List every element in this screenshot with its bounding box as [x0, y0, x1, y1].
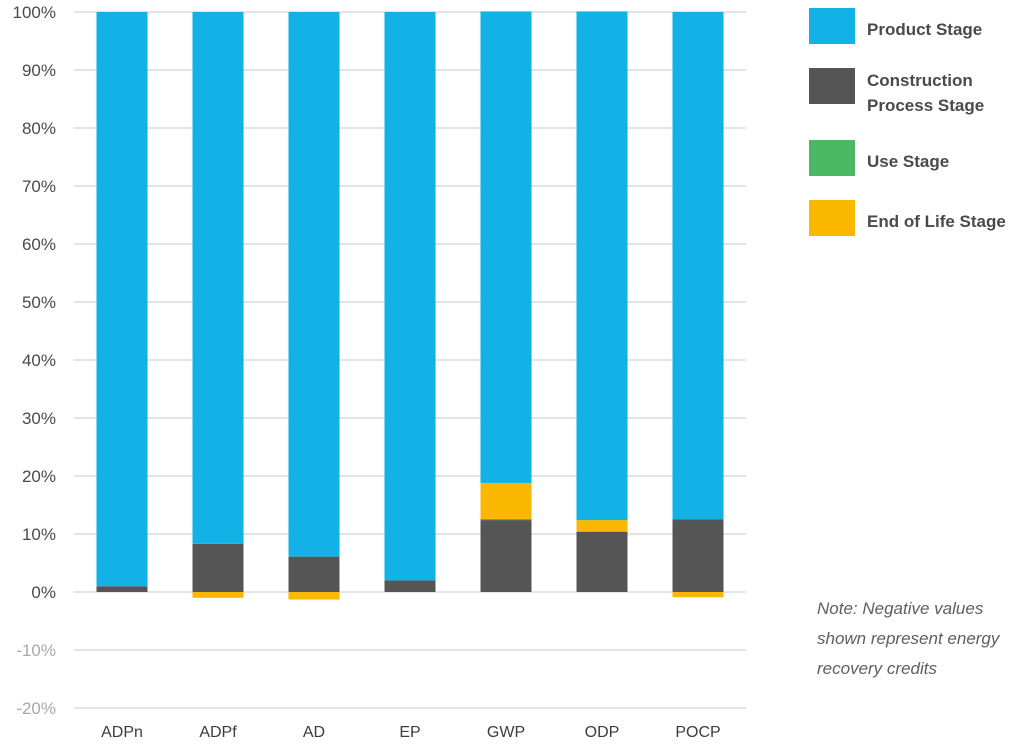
bar-gwp-use-stage: [480, 518, 532, 521]
legend-label-construction-process-stage: Construction Process Stage: [867, 71, 985, 115]
x-tick-label: GWP: [487, 724, 525, 741]
legend-item-end-of-life-stage: End of Life Stage: [809, 200, 1035, 236]
legend-item-use-stage: Use Stage: [809, 140, 1035, 176]
bar-ad-construction-process-stage: [288, 556, 340, 592]
y-tick-label: 90%: [22, 61, 56, 80]
bar-adpn-product-stage: [96, 12, 148, 587]
bar-ad-product-stage: [288, 12, 340, 557]
legend-swatch-end-of-life-stage: [809, 200, 855, 236]
bar-adpf-product-stage: [192, 12, 244, 544]
x-tick-label: POCP: [675, 724, 720, 741]
x-tick-label: AD: [303, 724, 325, 741]
legend-swatch-product-stage: [809, 8, 855, 44]
legend: Product Stage Construction Process Stage…: [809, 8, 1035, 260]
x-tick-label: EP: [399, 724, 420, 741]
bar-ep-product-stage: [384, 12, 436, 581]
bar-ad-end-of-life-stage: [288, 592, 340, 600]
y-tick-label: 0%: [31, 583, 56, 602]
legend-swatch-use-stage: [809, 140, 855, 176]
y-tick-label: 70%: [22, 177, 56, 196]
legend-item-construction-process-stage: Construction Process Stage: [809, 68, 1035, 116]
x-tick-label: ADPf: [199, 724, 237, 741]
bar-pocp-construction-process-stage: [672, 519, 724, 592]
y-tick-label: -10%: [16, 641, 56, 660]
bar-pocp-product-stage: [672, 12, 724, 520]
bar-odp-product-stage: [576, 11, 628, 521]
bar-gwp-construction-process-stage: [480, 520, 532, 592]
bar-odp-construction-process-stage: [576, 531, 628, 592]
legend-label-use-stage: Use Stage: [867, 152, 950, 171]
chart-note: Note: Negative values shown represent en…: [817, 599, 1000, 678]
y-tick-label: 30%: [22, 409, 56, 428]
y-tick-label: 80%: [22, 119, 56, 138]
legend-label-product-stage: Product Stage: [867, 20, 983, 39]
bar-pocp-end-of-life-stage: [672, 592, 724, 598]
x-tick-label: ADPn: [101, 724, 143, 741]
legend-swatch-construction-process-stage: [809, 68, 855, 104]
y-tick-label: 50%: [22, 293, 56, 312]
legend-label-end-of-life-stage: End of Life Stage: [867, 212, 1006, 231]
y-tick-label: 100%: [13, 3, 56, 22]
bar-ep-construction-process-stage: [384, 580, 436, 592]
y-tick-label: 40%: [22, 351, 56, 370]
bar-odp-end-of-life-stage: [576, 520, 628, 532]
x-tick-label: ODP: [585, 724, 620, 741]
y-tick-label: 20%: [22, 467, 56, 486]
legend-item-product-stage: Product Stage: [809, 8, 1035, 44]
y-tick-label: 60%: [22, 235, 56, 254]
y-tick-label: -20%: [16, 699, 56, 718]
bars: [96, 11, 724, 600]
bar-gwp-end-of-life-stage: [480, 482, 532, 519]
y-tick-label: 10%: [22, 525, 56, 544]
y-axis-ticks: 100% 90% 80% 70% 60% 50% 40% 30% 20% 10% 0% -10% -20…: [13, 3, 56, 718]
bar-adpf-construction-process-stage: [192, 543, 244, 592]
bar-adpn-construction-process-stage: [96, 586, 148, 592]
bar-gwp-product-stage: [480, 11, 532, 483]
x-axis-ticks: ADPn ADPf AD EP GWP ODP POCP: [101, 724, 721, 741]
bar-adpf-end-of-life-stage: [192, 592, 244, 598]
